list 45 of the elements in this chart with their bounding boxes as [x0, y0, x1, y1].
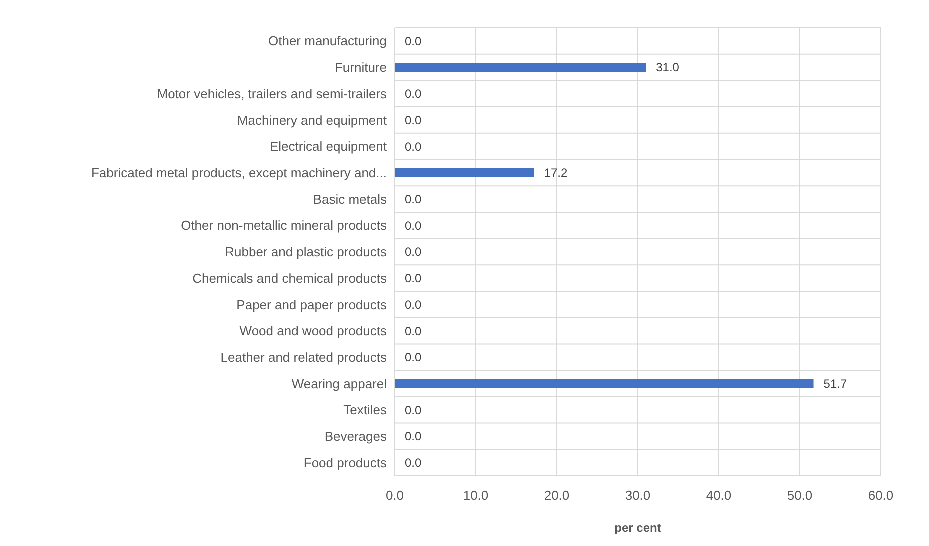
data-label: 0.0 — [405, 430, 422, 444]
data-label: 0.0 — [405, 298, 422, 312]
y-tick-label: Leather and related products — [220, 350, 388, 365]
y-tick-label: Chemicals and chemical products — [192, 270, 388, 286]
x-tick-label: 20.0 — [544, 488, 570, 503]
bar — [395, 168, 534, 178]
y-tick-label: Machinery and equipment — [237, 112, 388, 128]
data-label: 31.0 — [656, 60, 680, 75]
x-tick-label: 60.0 — [868, 488, 894, 503]
y-tick-label: Basic metals — [313, 192, 388, 207]
data-label: 0.0 — [405, 218, 422, 233]
data-label: 0.0 — [405, 456, 422, 470]
x-tick-label: 50.0 — [787, 488, 813, 503]
y-tick-label: Motor vehicles, trailers and semi-trailers — [157, 86, 388, 102]
y-tick-label: Wood and wood products — [240, 324, 388, 339]
data-label: 0.0 — [405, 34, 422, 48]
y-tick-label: Paper and paper products — [236, 297, 388, 312]
data-label: 0.0 — [405, 245, 422, 260]
data-label: 0.0 — [405, 272, 422, 286]
bar — [395, 379, 814, 388]
x-axis-title: per cent — [614, 521, 662, 535]
bar — [395, 63, 646, 72]
x-tick-label: 0.0 — [386, 488, 404, 503]
y-tick-label: Textiles — [344, 402, 388, 418]
x-tick-label: 40.0 — [706, 488, 732, 503]
y-tick-label: Other manufacturing — [268, 34, 387, 49]
y-tick-label: Furniture — [334, 60, 387, 76]
y-tick-label: Wearing apparel — [292, 376, 388, 392]
y-tick-label: Fabricated metal products, except machinery and... — [91, 165, 387, 180]
data-label: 0.0 — [405, 87, 422, 102]
data-label: 51.7 — [824, 376, 848, 391]
data-label: 0.0 — [405, 403, 422, 418]
x-tick-label: 10.0 — [463, 488, 489, 503]
y-tick-label: Rubber and plastic products — [225, 244, 388, 260]
data-label: 0.0 — [405, 350, 422, 365]
y-tick-label: Other non-metallic mineral products — [181, 218, 388, 234]
data-label: 0.0 — [405, 113, 422, 128]
x-tick-label: 30.0 — [625, 488, 651, 503]
y-tick-label: Beverages — [324, 429, 388, 444]
y-tick-label: Electrical equipment — [270, 139, 388, 154]
data-label: 0.0 — [405, 324, 422, 338]
y-tick-label: Food products — [304, 455, 388, 470]
data-label: 17.2 — [544, 166, 568, 180]
data-label: 0.0 — [405, 140, 422, 154]
data-label: 0.0 — [405, 192, 422, 206]
